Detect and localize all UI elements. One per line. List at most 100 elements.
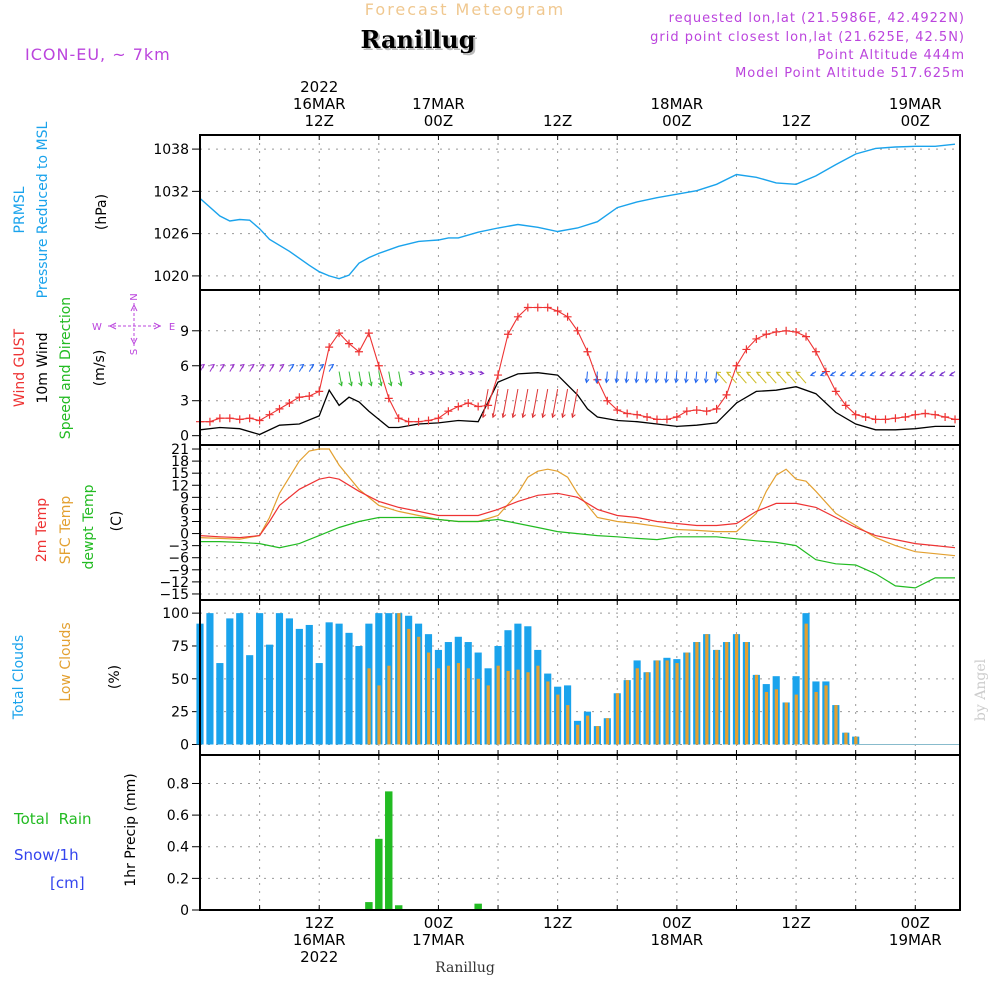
cloud-total-bar: [305, 624, 313, 745]
wind-direction-arrowhead: [259, 363, 265, 369]
cloud-total-bar: [375, 613, 383, 745]
wind-direction-arrowhead: [809, 372, 815, 377]
wind-direction-arrow: [388, 371, 392, 386]
wind-direction-arrow: [398, 371, 402, 386]
top-time-label: 16MAR: [293, 95, 346, 113]
temp-labels: 2m Temp SFC Temp dewpt Temp (C): [34, 484, 125, 569]
wind-gust-marker: [742, 345, 751, 354]
cloud-low-bar: [446, 665, 451, 745]
compass-south: S: [129, 349, 140, 355]
precip-rain-bar: [474, 903, 482, 910]
wind-direction-arrow: [368, 371, 372, 386]
wind-direction-arrow: [695, 371, 698, 383]
top-time-label: 00Z: [424, 112, 453, 130]
wind-direction-arrow: [685, 371, 688, 383]
cloud-low-bar: [804, 623, 808, 745]
wind-direction-arrowhead: [420, 370, 426, 376]
precip-ytick-label: 0.8: [167, 776, 189, 792]
pressure-ytick-label: 1032: [153, 184, 189, 200]
wind-direction-arrowhead: [849, 372, 855, 377]
cloud-low-bar: [784, 702, 788, 745]
wind-gust-marker: [255, 416, 264, 425]
cloud-low-bar: [725, 642, 729, 745]
cloud-low-bar: [546, 681, 550, 745]
wind-label-gust: Wind GUST: [12, 328, 28, 407]
temp-ytick-label: 21: [171, 442, 189, 458]
pressure-labels: PRMSL Pressure Reduced to MSL (hPa): [12, 121, 110, 298]
wind-direction-arrow: [715, 371, 718, 383]
precip-labels: 1hr Precip (mm) Total Rain Snow/1h [cm]: [13, 773, 139, 892]
wind-10m-line: [199, 372, 955, 436]
top-title: Forecast Meteogram: [365, 0, 565, 19]
wind-gust-marker: [275, 404, 284, 413]
wind-direction-arrowhead: [387, 381, 393, 387]
wind-compass: N S W E: [92, 293, 175, 355]
wind-gust-marker: [732, 361, 741, 370]
bottom-time-label: 00Z: [662, 914, 691, 932]
cloud-low-bar: [824, 685, 828, 745]
wind-direction-arrowhead: [410, 370, 416, 376]
cloud-low-bar: [576, 724, 580, 745]
wind-direction-arrowhead: [795, 371, 801, 376]
wind-direction-arrowhead: [819, 372, 825, 377]
cloud-low-bar: [715, 649, 719, 745]
wind-direction-arrowhead: [765, 371, 771, 376]
wind-direction-arrow: [358, 371, 363, 386]
temp-label-2m: 2m Temp: [34, 498, 50, 562]
wind-direction-arrow: [482, 388, 489, 418]
wind-ytick-label: 6: [180, 359, 189, 375]
wind-direction-arrowhead: [948, 372, 954, 377]
cloud-low-bar: [377, 685, 381, 745]
temp-ytick-label: 15: [171, 466, 189, 482]
wind-direction-arrowhead: [319, 363, 325, 369]
wind-direction-arrowhead: [551, 413, 556, 419]
wind-label-unit: (m/s): [92, 350, 108, 387]
wind-direction-arrow: [522, 388, 529, 418]
precip-legend-rain: Total Rain: [13, 810, 92, 828]
cloud-total-bar: [325, 622, 333, 745]
bottom-time-label: 2022: [300, 948, 338, 966]
wind-direction-arrowhead: [839, 372, 845, 377]
wind-gust-marker: [285, 399, 294, 408]
wind-direction-arrowhead: [491, 413, 497, 419]
wind-ytick-label: 0: [180, 429, 189, 445]
wind-direction-arrow: [615, 371, 618, 383]
wind-direction-arrowhead: [358, 381, 363, 387]
cloud-total-bar: [355, 645, 363, 745]
cloud-low-bar: [685, 652, 689, 745]
wind-direction-arrowhead: [703, 378, 709, 384]
compass-arrows-icon: [109, 304, 161, 345]
precip-axis-label: 1hr Precip (mm): [123, 773, 139, 886]
temp-ytick-label: −12: [159, 575, 189, 591]
wind-direction-arrowhead: [634, 378, 640, 384]
wind-gust-marker: [404, 417, 413, 426]
pressure-ytick-label: 1026: [153, 227, 189, 243]
compass-north: N: [129, 293, 140, 300]
cloud-total-bar: [206, 613, 214, 745]
wind-direction-arrowhead: [654, 378, 659, 384]
wind-direction-arrow: [625, 371, 628, 383]
wind-direction-arrow: [348, 371, 353, 386]
wind-direction-arrow: [605, 371, 608, 383]
wind-direction-arrowhead: [561, 413, 566, 419]
info-line-2: grid point closest lon,lat (21.625E, 42.…: [650, 30, 965, 45]
wind-gust-marker: [305, 392, 314, 401]
wind-panel: 0 3 6 9: [180, 289, 961, 446]
wind-direction-arrowhead: [449, 370, 455, 376]
cloud-label-unit: (%): [107, 665, 123, 689]
pressure-line: [199, 143, 956, 280]
wind-direction-arrowhead: [869, 372, 875, 377]
wind-direction-arrow: [338, 371, 343, 386]
wind-gust-marker: [811, 347, 820, 356]
wind-direction-arrowhead: [674, 378, 679, 384]
wind-gust-marker: [643, 413, 652, 422]
wind-gust-marker: [543, 303, 552, 312]
wind-direction-arrowhead: [220, 363, 225, 369]
wind-gust-marker: [772, 327, 781, 336]
wind-gust-marker: [563, 312, 572, 321]
cloud-label-total: Total Clouds: [11, 635, 27, 720]
wind-direction-arrowhead: [716, 371, 722, 376]
wind-direction-arrowhead: [859, 372, 865, 377]
cloud-low-bar: [387, 665, 391, 745]
